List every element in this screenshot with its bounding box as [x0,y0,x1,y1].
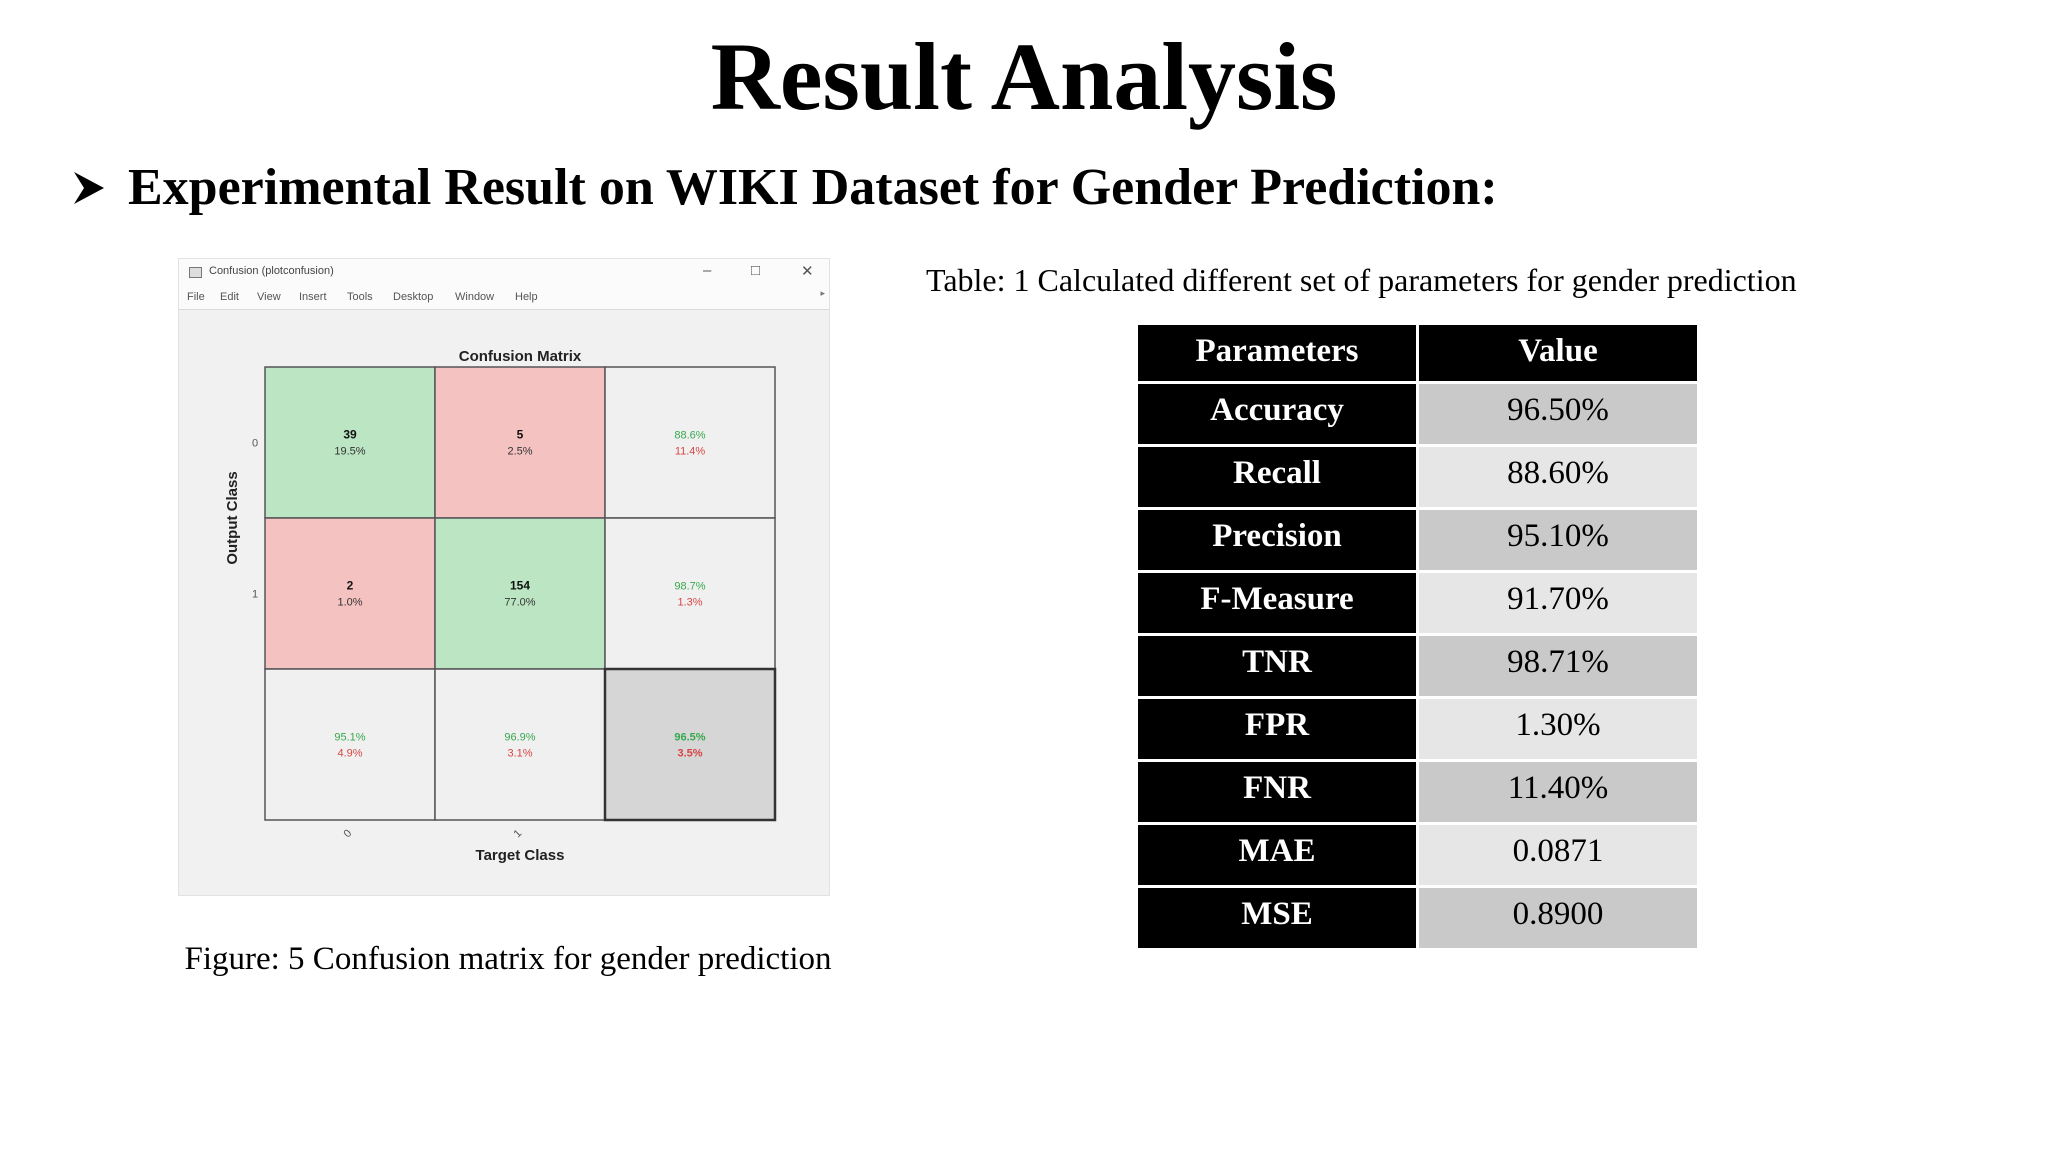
param-value: 0.0871 [1419,825,1697,885]
cell-bad-rate: 3.1% [507,748,532,760]
param-name: FPR [1138,699,1416,759]
cell-count: 5 [517,428,524,442]
matrix-cell [264,517,436,670]
cell-count: 39 [343,428,357,442]
matrix-cell [264,366,436,519]
menu-view[interactable]: View [257,291,281,303]
param-name: Recall [1138,447,1416,507]
parameters-table: Parameters Value Accuracy 96.50% Recall 88… [1135,322,1700,951]
param-value: 96.50% [1419,384,1697,444]
window-titlebar: Confusion (plotconfusion) – □ ✕ [179,259,829,287]
menu-file[interactable]: File [187,291,205,303]
figure-app-icon [189,267,202,278]
param-value: 0.8900 [1419,888,1697,948]
header-value: Value [1419,325,1697,381]
cell-percent: 19.5% [334,446,365,458]
table-row: FNR 11.40% [1138,762,1697,822]
param-name: FNR [1138,762,1416,822]
menu-insert[interactable]: Insert [299,291,327,303]
menu-tools[interactable]: Tools [347,291,373,303]
x-tick-label: 1 [511,827,524,840]
matrix-cell [434,366,606,519]
param-name: TNR [1138,636,1416,696]
cell-good-rate: 98.7% [674,581,705,593]
cell-percent: 2.5% [507,446,532,458]
arrow-bullet-icon [74,172,104,204]
table-row: Recall 88.60% [1138,447,1697,507]
menu-edit[interactable]: Edit [220,291,239,303]
cell-percent: 1.0% [337,597,362,609]
y-axis-label: Output Class [224,471,241,564]
slide-title: Result Analysis [710,23,1338,130]
matrix-cell [434,517,606,670]
cell-count: 2 [347,579,354,593]
menu-window[interactable]: Window [455,291,495,303]
menu-desktop[interactable]: Desktop [393,291,434,303]
menu-help[interactable]: Help [515,291,538,303]
close-button[interactable]: ✕ [801,263,814,280]
y-tick-label: 1 [252,589,258,601]
total-cell-outline [603,667,777,822]
cell-bad-rate: 1.3% [677,597,702,609]
cell-percent: 77.0% [504,597,535,609]
table-row: MSE 0.8900 [1138,888,1697,948]
cell-count: 154 [510,579,530,593]
minimize-button[interactable]: – [703,262,712,279]
menubar-caret-icon[interactable]: ▸ [820,288,825,298]
param-name: MSE [1138,888,1416,948]
table-header-row: Parameters Value [1138,325,1697,381]
x-tick-label: 0 [341,827,354,840]
window-menubar: File Edit View Insert Tools Desktop Wind… [179,287,829,310]
param-name: F-Measure [1138,573,1416,633]
cell-good-rate: 96.9% [504,732,535,744]
cell-bad-rate: 3.5% [677,748,702,760]
y-tick-label: 0 [252,438,258,450]
matrix-cell [604,517,776,670]
param-value: 1.30% [1419,699,1697,759]
x-axis-label: Target Class [476,847,565,864]
param-name: Accuracy [1138,384,1416,444]
section-subtitle: Experimental Result on WIKI Dataset for … [128,159,1498,216]
maximize-button[interactable]: □ [751,262,761,279]
cell-bad-rate: 4.9% [337,748,362,760]
cell-good-rate: 88.6% [674,430,705,442]
header-parameters: Parameters [1138,325,1416,381]
table-caption: Table: 1 Calculated different set of par… [926,262,1797,298]
subtitle-row: Experimental Result on WIKI Dataset for … [72,158,1498,218]
cell-good-rate: 95.1% [334,732,365,744]
cell-bad-rate: 11.4% [675,446,706,458]
param-value: 98.71% [1419,636,1697,696]
cell-good-rate: 96.5% [674,732,705,744]
table-row: TNR 98.71% [1138,636,1697,696]
table-row: Accuracy 96.50% [1138,384,1697,444]
chart-title: Confusion Matrix [459,348,582,365]
table-row: F-Measure 91.70% [1138,573,1697,633]
matrix-cell [604,366,776,519]
figure-caption: Figure: 5 Confusion matrix for gender pr… [184,941,832,977]
param-value: 88.60% [1419,447,1697,507]
param-value: 91.70% [1419,573,1697,633]
table-row: Precision 95.10% [1138,510,1697,570]
param-name: MAE [1138,825,1416,885]
param-value: 95.10% [1419,510,1697,570]
matrix-cell [604,668,776,821]
param-name: Precision [1138,510,1416,570]
table-row: FPR 1.30% [1138,699,1697,759]
window-title: Confusion (plotconfusion) [209,265,334,277]
confusion-figure-window: Confusion (plotconfusion) – □ ✕ File Edi… [178,258,830,896]
param-value: 11.40% [1419,762,1697,822]
matrix-cell [264,668,436,821]
table-row: MAE 0.0871 [1138,825,1697,885]
matrix-cell [434,668,606,821]
confusion-matrix-chart: Confusion Matrix 39 19.5% 5 2.5% 88.6% 11.4% 2 1… [224,348,777,864]
